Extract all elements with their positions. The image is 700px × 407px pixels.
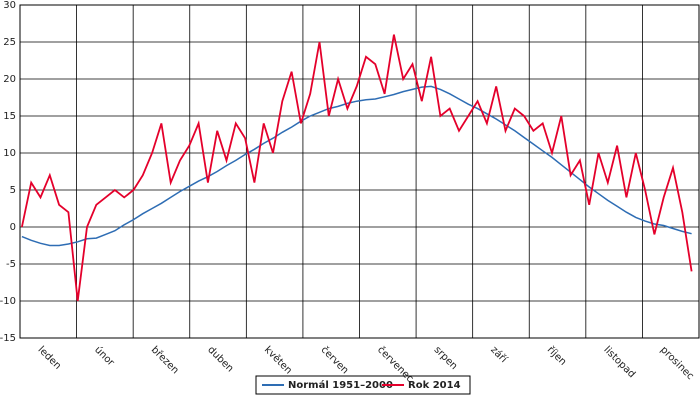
- y-tick-label: 5: [10, 185, 16, 196]
- legend-label: Normál 1951–2000: [288, 379, 393, 391]
- y-tick-label: -5: [6, 259, 16, 270]
- y-tick-label: 0: [10, 222, 16, 233]
- y-tick-label: 15: [3, 111, 16, 122]
- y-tick-label: 10: [3, 148, 16, 159]
- y-tick-label: 25: [3, 37, 16, 48]
- x-tick-label: únor: [92, 344, 117, 369]
- legend-box: [255, 375, 471, 395]
- x-tick-label: říjen: [545, 344, 569, 368]
- x-tick-label: září: [488, 344, 510, 366]
- legend-label: Rok 2014: [408, 380, 461, 391]
- series-line: [21, 34, 693, 302]
- x-tick-label: srpen: [432, 344, 460, 372]
- y-tick-label: 20: [3, 74, 16, 85]
- series-line: [21, 85, 692, 247]
- y-tick-label: -10: [0, 296, 16, 307]
- x-tick-label: duben: [205, 344, 235, 374]
- x-tick-label: leden: [36, 344, 63, 371]
- x-tick-label: prosinec: [658, 344, 696, 382]
- x-tick-label: květen: [262, 344, 295, 377]
- y-tick-label: -15: [0, 333, 16, 344]
- x-tick-label: březen: [149, 344, 182, 377]
- x-tick-label: listopad: [601, 344, 637, 380]
- y-tick-label: 30: [3, 0, 16, 11]
- legend: Normál 1951–2000 Rok 2014: [255, 375, 471, 395]
- x-tick-label: červen: [318, 344, 351, 377]
